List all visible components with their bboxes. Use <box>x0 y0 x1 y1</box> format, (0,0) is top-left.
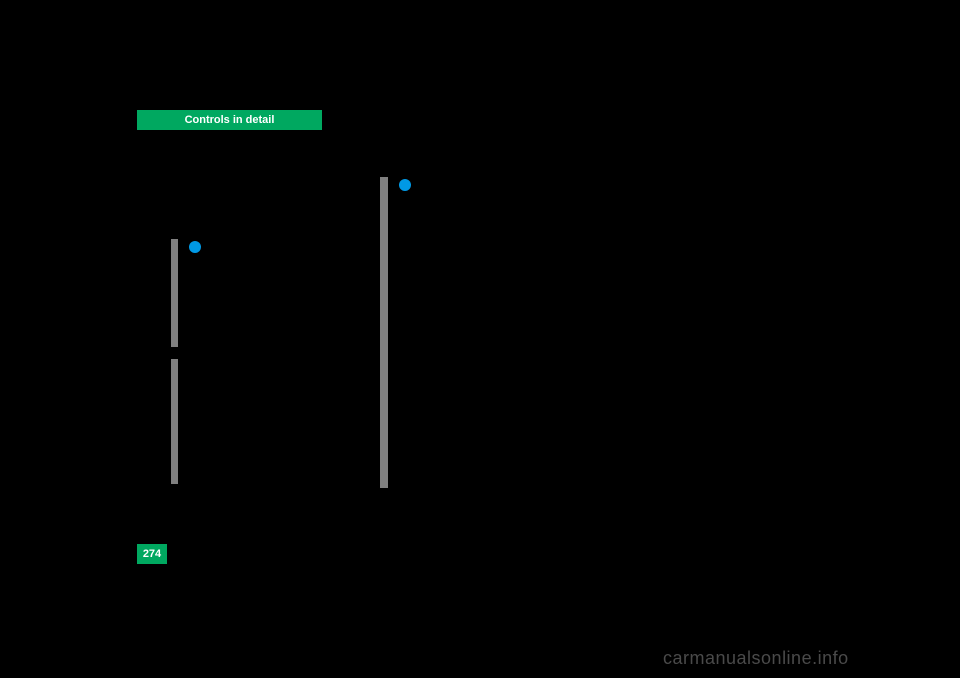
vertical-bar-2 <box>171 359 178 484</box>
vertical-bar-3 <box>380 177 388 488</box>
page-number-label: 274 <box>143 548 161 560</box>
vertical-bar-1 <box>171 239 178 347</box>
watermark-text: carmanualsonline.info <box>663 648 849 669</box>
header-title: Controls in detail <box>185 114 275 126</box>
header-tab: Controls in detail <box>137 110 322 130</box>
watermark-label: carmanualsonline.info <box>663 648 849 668</box>
info-bullet-2 <box>399 179 411 191</box>
page-number-tab: 274 <box>137 544 167 564</box>
info-bullet-1 <box>189 241 201 253</box>
